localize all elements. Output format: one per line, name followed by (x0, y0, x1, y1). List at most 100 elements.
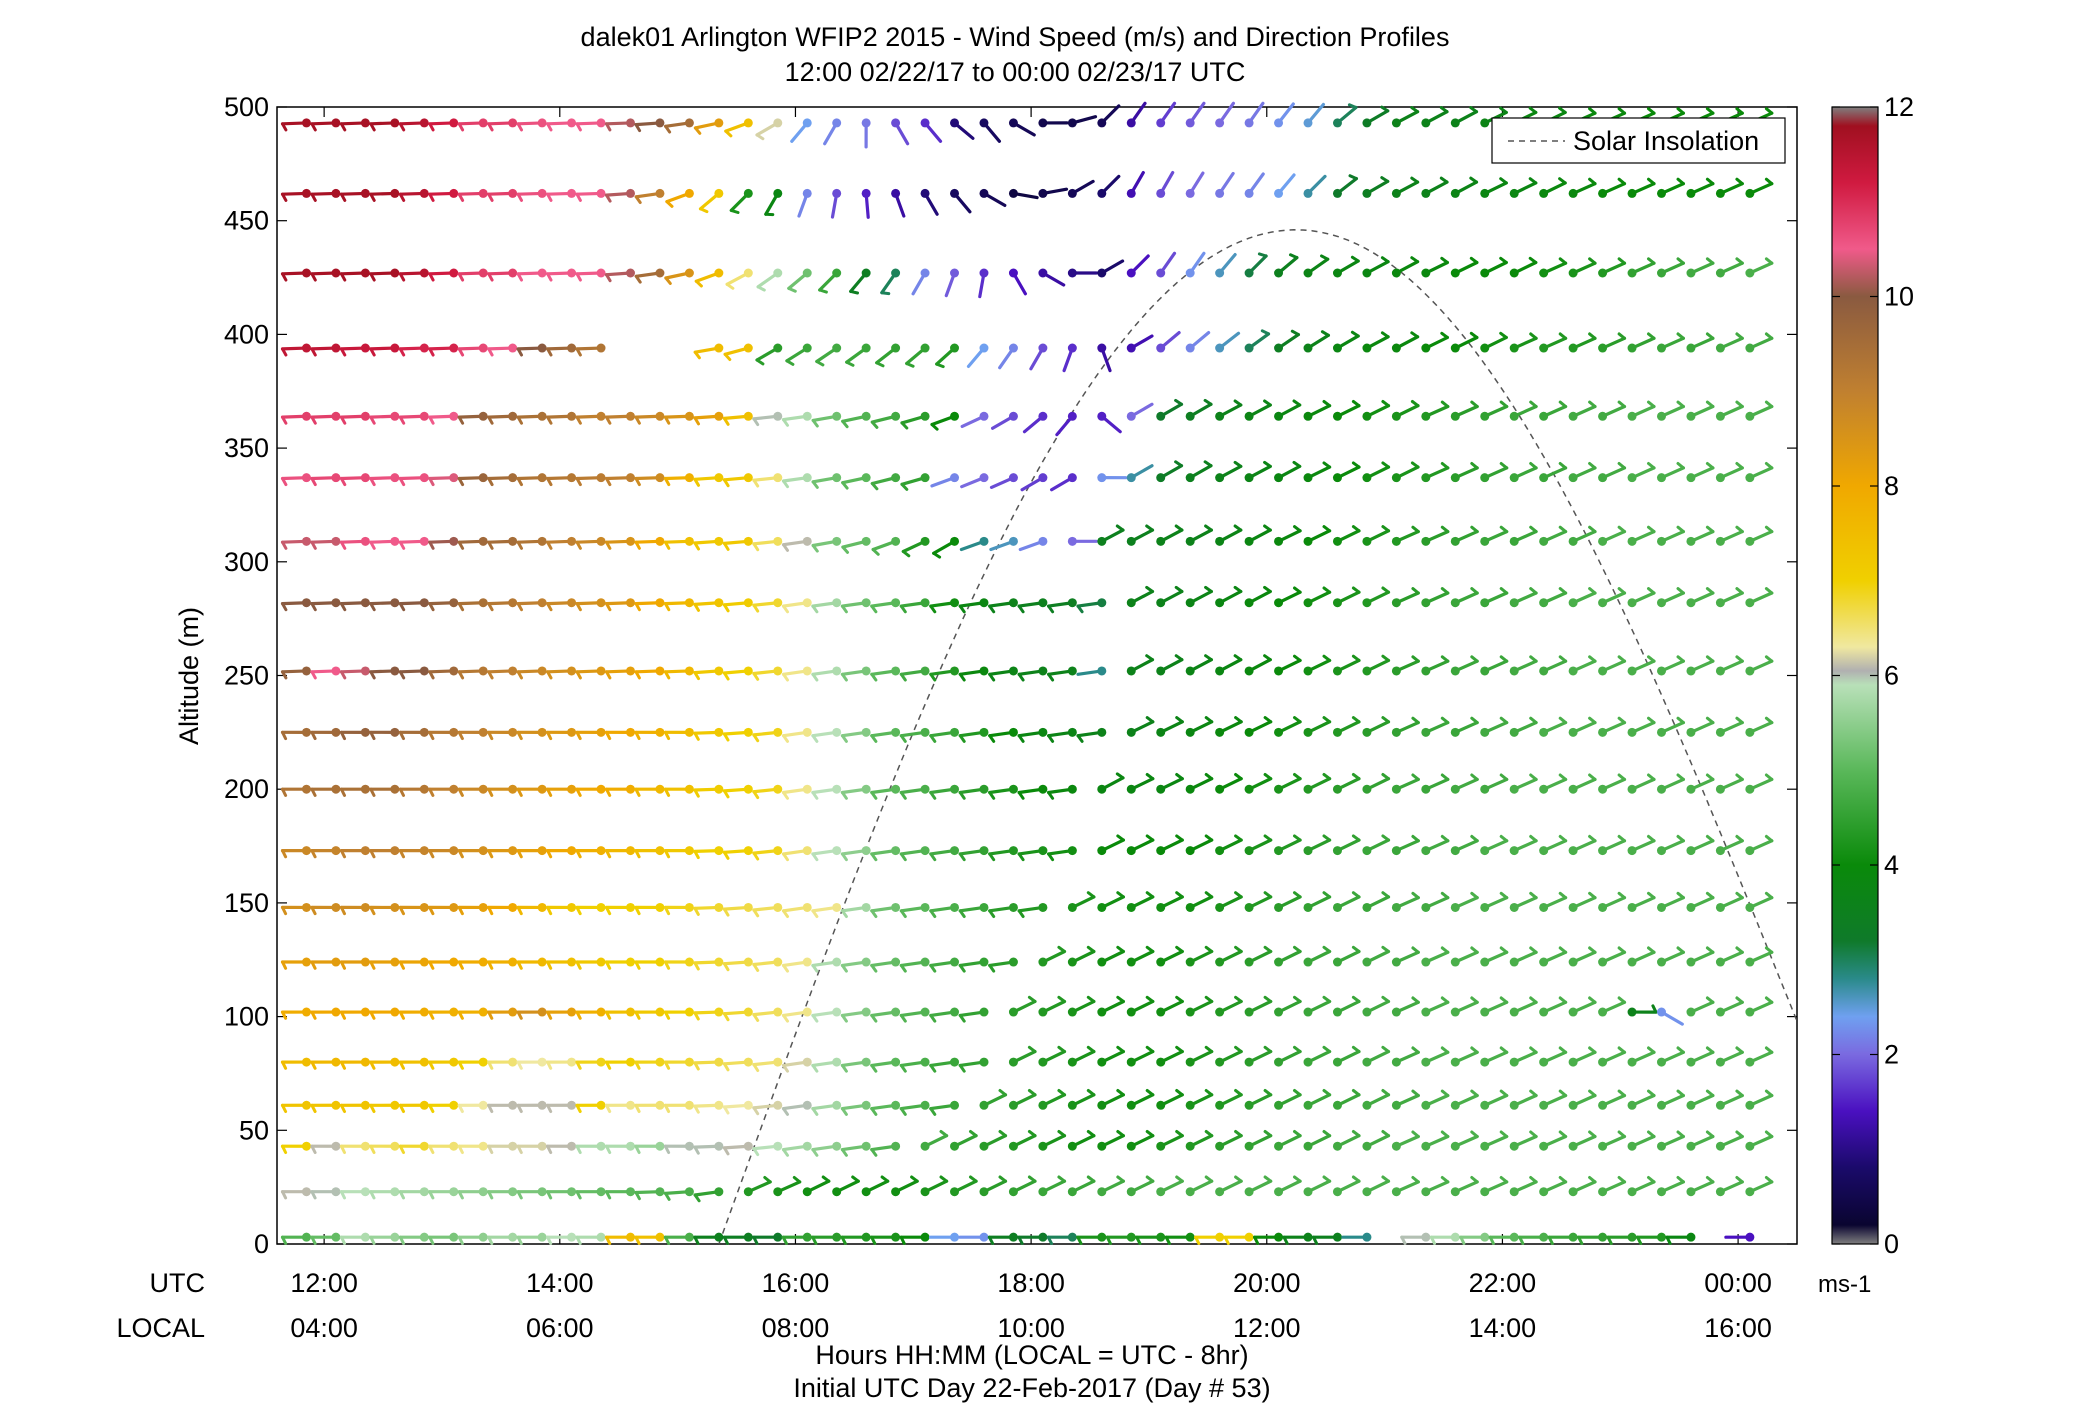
wind-barb-flag (457, 477, 465, 487)
wind-barb-point (1156, 1187, 1166, 1197)
wind-barb-flag (1047, 852, 1055, 862)
wind-barb-point (1362, 1100, 1372, 1110)
wind-barb-flag (1263, 399, 1272, 407)
wind-barb-point (743, 411, 753, 421)
wind-barb-point (920, 188, 930, 198)
wind-barb-flag (310, 730, 317, 741)
wind-barb-point (714, 727, 724, 737)
wind-barb-point (360, 188, 370, 198)
wind-barb-flag (664, 276, 672, 285)
wind-barb-flag (1470, 834, 1479, 843)
wind-barb-point (1067, 1141, 1077, 1151)
wind-barb-point (1244, 727, 1254, 737)
wind-barb-flag (1027, 1045, 1037, 1054)
wind-barb-flag (811, 1148, 819, 1157)
wind-barb-point (1421, 343, 1431, 353)
wind-barb-point (1745, 598, 1755, 608)
wind-barb-point (802, 536, 812, 546)
wind-barb-point (360, 1187, 370, 1197)
wind-barb-flag (310, 849, 317, 859)
wind-barb-point (714, 268, 724, 278)
wind-barb-flag (546, 960, 553, 970)
wind-barb-point (1008, 784, 1018, 794)
wind-barb-point (1038, 268, 1048, 278)
wind-barb-point (1126, 1100, 1136, 1110)
wind-barb-flag (1558, 891, 1568, 900)
wind-barb-point (301, 957, 311, 967)
x-tick-label-local: 14:00 (1469, 1313, 1537, 1343)
wind-barb-flag (1351, 1130, 1361, 1138)
wind-barb-flag (1263, 1089, 1273, 1097)
wind-barb-point (331, 1100, 341, 1110)
wind-barb-point (1715, 1007, 1725, 1017)
wind-barb-flag (752, 603, 760, 613)
wind-barb-point (567, 268, 577, 278)
wind-barb-flag (1705, 1130, 1715, 1138)
x-tick-label-local: 06:00 (526, 1313, 594, 1343)
wind-barb-point (891, 473, 901, 483)
wind-barb-flag (1647, 462, 1656, 470)
wind-barb-flag (428, 1103, 435, 1113)
wind-barb-point (743, 1187, 753, 1197)
wind-barb-point (979, 957, 989, 967)
wind-barb-flag (1017, 672, 1025, 682)
wind-barb-flag (1175, 1130, 1184, 1138)
wind-barb-point (1686, 598, 1696, 608)
wind-barb-point (1539, 1141, 1549, 1151)
wind-barb-flag (1263, 460, 1272, 468)
wind-barb-point (1450, 473, 1460, 483)
wind-barb-point (1656, 536, 1666, 546)
wind-barb-point (773, 1057, 783, 1067)
wind-barb-flag (811, 852, 819, 862)
wind-barb-flag (1735, 1176, 1744, 1184)
wind-barb-flag (1469, 256, 1479, 264)
wind-barb-flag (663, 1235, 671, 1245)
wind-barb-flag (930, 423, 939, 431)
wind-barb-point (891, 1007, 901, 1017)
wind-barb-flag (457, 415, 465, 425)
wind-barb-flag (1558, 332, 1568, 340)
wind-barb-point (1303, 1100, 1313, 1110)
wind-barb-point (1627, 343, 1637, 353)
wind-barb-point (1126, 666, 1136, 676)
wind-barb-flag (782, 909, 789, 918)
wind-barb-point (832, 343, 842, 353)
wind-barb-flag (398, 1103, 405, 1113)
wind-barb-point (1008, 1057, 1018, 1067)
wind-barb-point (1156, 118, 1166, 128)
wind-barb-point (419, 473, 429, 483)
y-tick-label: 500 (224, 92, 269, 122)
wind-barb-point (1480, 784, 1490, 794)
wind-barb-flag (722, 907, 730, 917)
wind-barb-point (950, 188, 960, 198)
wind-barb-flag (988, 852, 996, 862)
wind-barb-point (743, 846, 753, 856)
wind-barb-flag (1203, 398, 1213, 406)
wind-barb-flag (457, 122, 465, 132)
wind-barb-flag (1351, 1045, 1361, 1054)
wind-barb-flag (1470, 1046, 1479, 1054)
wind-barb-point (1362, 1141, 1372, 1151)
wind-barb-point (537, 1187, 547, 1197)
wind-barb-point (920, 1232, 930, 1242)
wind-barb-flag (1735, 996, 1744, 1004)
wind-barb-point (390, 784, 400, 794)
wind-barb-point (1450, 343, 1460, 353)
wind-barb-point (920, 536, 930, 546)
wind-barb-flag (664, 1191, 671, 1201)
wind-barb-flag (1764, 773, 1774, 781)
wind-barb-point (832, 188, 842, 198)
wind-barb-flag (634, 1103, 641, 1113)
wind-barb-flag (929, 1063, 937, 1073)
x-tick-label-local: 04:00 (290, 1313, 358, 1343)
wind-barb-point (625, 666, 635, 676)
wind-barb-flag (428, 602, 435, 612)
wind-barb-flag (663, 1060, 671, 1070)
wind-barb-flag (1027, 995, 1037, 1003)
wind-barb-flag (899, 963, 907, 973)
wind-barb-flag (663, 1144, 671, 1154)
wind-barb-flag (818, 288, 828, 294)
wind-barb-flag (663, 415, 671, 425)
wind-barb-point (1480, 1100, 1490, 1110)
wind-barb-flag (1175, 773, 1184, 781)
